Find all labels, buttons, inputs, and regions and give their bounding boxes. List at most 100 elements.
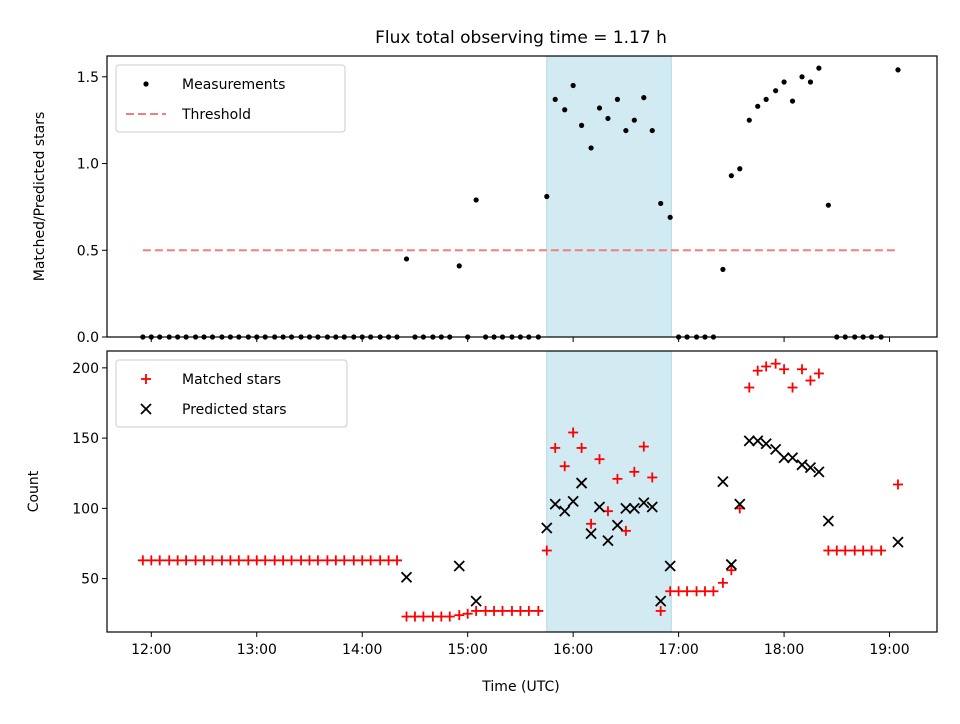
x-b (646, 501, 658, 513)
x-tick-label: 19:00 (869, 642, 909, 658)
bottom-matched-point (444, 611, 455, 622)
bottom-matched-point (278, 555, 289, 566)
top-y-tick-label: 0.0 (77, 330, 99, 346)
bottom-matched-point (348, 555, 359, 566)
bottom-matched-point (243, 555, 254, 566)
bottom-predicted-point (638, 497, 650, 509)
bottom-matched-point (216, 555, 227, 566)
bottom-matched-point (533, 605, 544, 616)
bottom-matched-point (436, 611, 447, 622)
bottom-matched-point (515, 605, 526, 616)
x-b (559, 505, 571, 517)
bottom-axes-frame (106, 350, 938, 633)
top-measurement-point (605, 115, 611, 122)
bottom-predicted-point (655, 595, 667, 607)
bottom-predicted-point (611, 519, 624, 531)
x-b (567, 495, 579, 507)
bottom-predicted-point (892, 536, 904, 548)
x-b (725, 558, 737, 571)
x-b (140, 403, 152, 415)
bottom-matched-point (480, 605, 491, 616)
top-y-tick-label: 0.5 (77, 243, 99, 259)
top-measurement-point (720, 266, 726, 272)
bottom-matched-point (787, 382, 798, 393)
top-measurement-point (631, 117, 637, 123)
bottom-predicted-point (664, 560, 676, 572)
x-b (655, 595, 667, 607)
bottom-matched-point (655, 605, 666, 616)
bottom-matched-point (427, 611, 438, 622)
bottom-matched-point (164, 555, 175, 566)
x-tick-label: 13:00 (237, 642, 277, 658)
top-measurement-point (746, 117, 752, 123)
bottom-matched-point (357, 555, 368, 566)
bottom-matched-point (866, 545, 877, 556)
x-b (770, 443, 782, 455)
x-b (593, 501, 606, 513)
bottom-matched-point (594, 454, 605, 465)
bottom-matched-point (876, 545, 887, 556)
top-y-axis-label: Matched/Predicted stars (32, 112, 48, 282)
top-measurement-point (403, 256, 410, 262)
bottom-matched-point (418, 611, 429, 622)
top-measurement-point (658, 200, 664, 207)
bottom-predicted-point (575, 477, 588, 489)
bottom-matched-point (647, 472, 658, 483)
top-measurement-point (562, 107, 568, 113)
bottom-matched-point (312, 555, 323, 566)
bottom-matched-point (744, 382, 755, 393)
bottom-matched-point (823, 545, 834, 556)
top-y-tick-label: 1.0 (77, 157, 99, 173)
top-measurement-point (763, 96, 769, 102)
bottom-matched-point (805, 375, 816, 386)
bottom-matched-point (797, 364, 808, 375)
top-measurement-point (578, 122, 585, 128)
x-b (628, 502, 640, 514)
bottom-predicted-point (717, 476, 729, 488)
top-measurement-point (473, 197, 479, 203)
top-measurement-point (623, 127, 629, 134)
bottom-matched-point (339, 555, 350, 566)
top-measurement-point (789, 98, 796, 104)
bottom-predicted-point (725, 558, 737, 571)
x-b (822, 515, 835, 527)
bottom-predicted-point (822, 515, 835, 527)
x-tick-label: 16:00 (553, 642, 593, 658)
x-b (760, 438, 772, 450)
bottom-matched-point (409, 611, 420, 622)
x-b (804, 461, 817, 474)
bottom-matched-point (225, 555, 236, 566)
bottom-highlight-span (546, 350, 672, 633)
bottom-y-tick-label: 150 (72, 431, 99, 447)
bottom-matched-point (304, 555, 315, 566)
bottom-matched-point (682, 586, 693, 597)
bottom-y-tick-label: 100 (72, 501, 99, 517)
top-highlight-span (546, 55, 672, 338)
x-axis-label: Time (UTC) (481, 679, 559, 695)
bottom-matched-point (761, 361, 772, 372)
x-b (453, 560, 465, 572)
bottom-matched-point (699, 586, 710, 597)
bottom-matched-point (770, 358, 781, 369)
bottom-matched-point (673, 586, 684, 597)
bottom-matched-point (665, 586, 676, 597)
bottom-matched-point (462, 608, 473, 619)
bottom-matched-point (813, 368, 824, 379)
bottom-matched-point (779, 364, 790, 375)
top-legend (115, 64, 346, 133)
bottom-predicted-point (804, 461, 817, 474)
bottom-predicted-point (585, 528, 597, 540)
bottom-matched-point (708, 586, 719, 597)
bottom-matched-point (858, 545, 869, 556)
bottom-predicted-point (743, 435, 755, 447)
bottom-matched-point (892, 479, 903, 490)
x-b (602, 535, 614, 547)
bottom-predicted-point (770, 443, 782, 455)
x-b (786, 452, 799, 464)
bottom-matched-point (840, 545, 851, 556)
bottom-matched-point (629, 466, 640, 477)
bottom-predicted-point (602, 535, 614, 547)
bottom-matched-point (612, 473, 623, 484)
top-axes-frame (106, 55, 938, 338)
bottom-matched-point (523, 605, 534, 616)
